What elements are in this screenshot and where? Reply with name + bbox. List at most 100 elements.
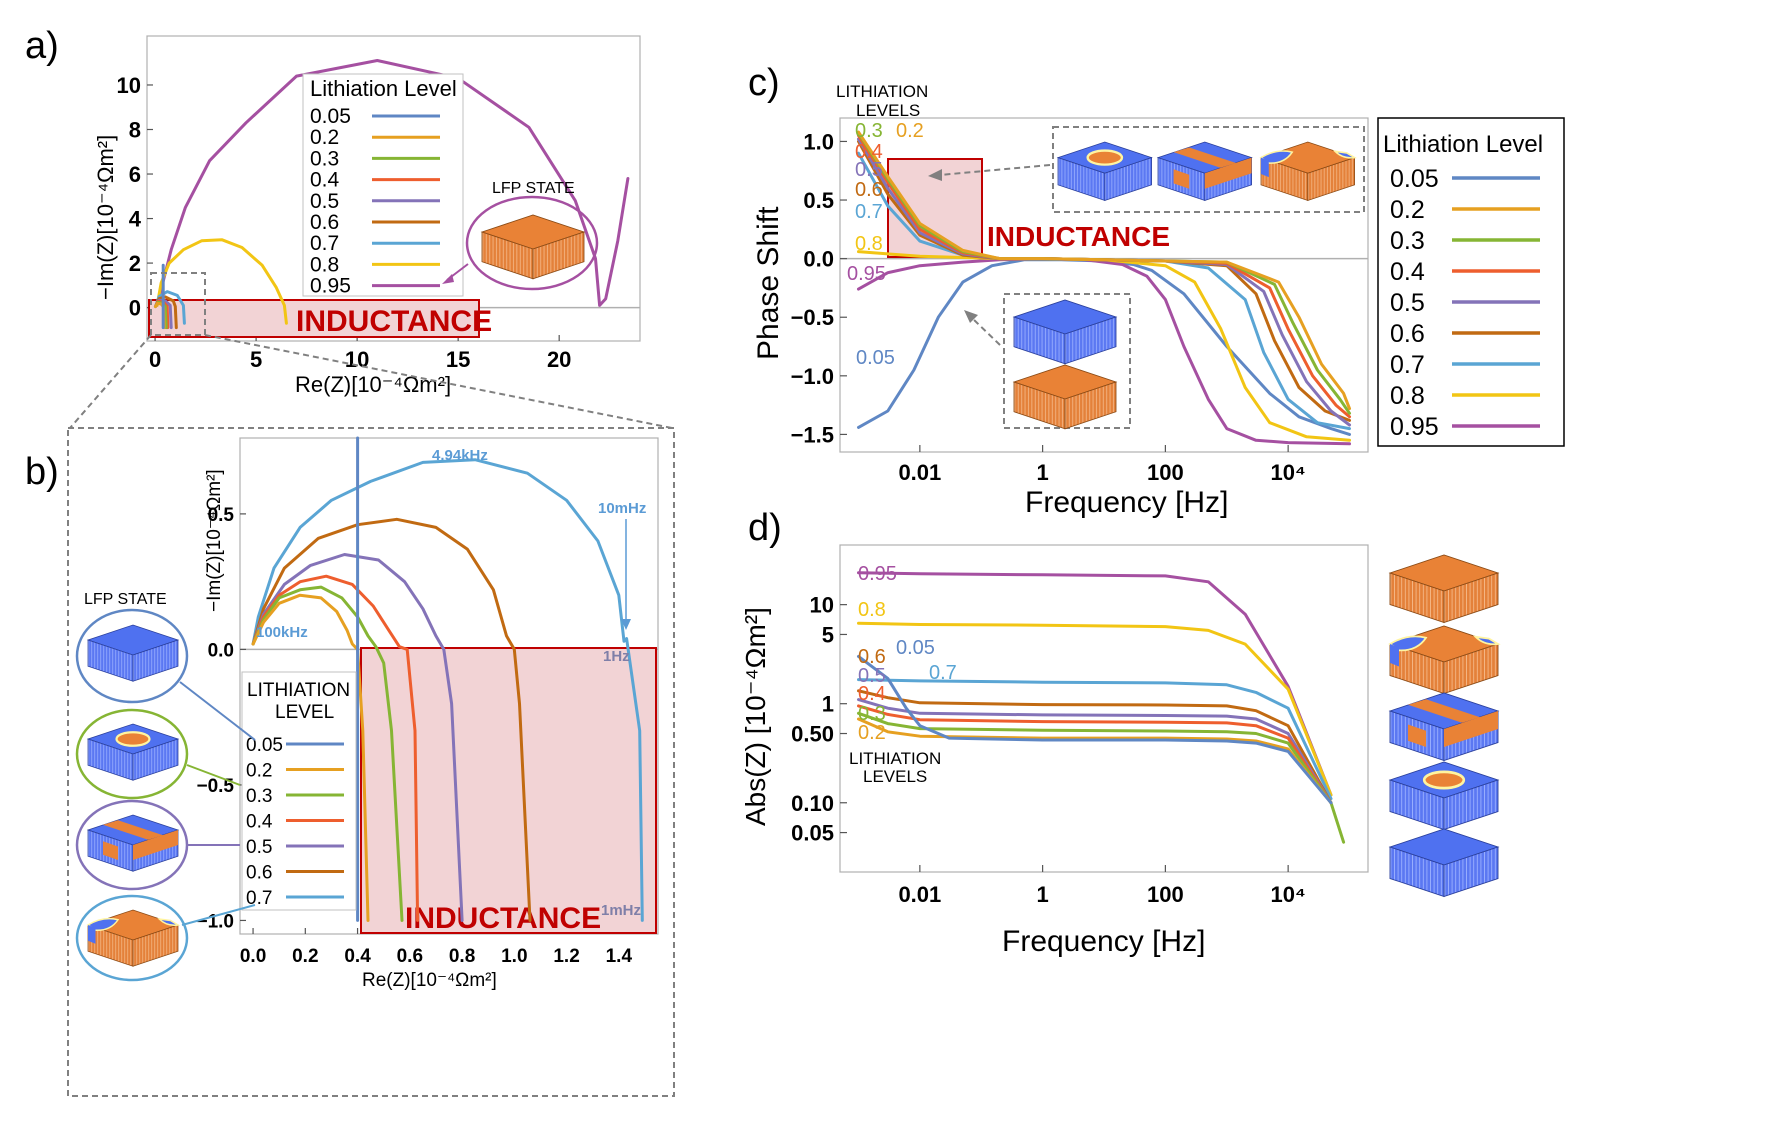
panel-c-inline-label-0.3: 0.3	[855, 120, 883, 142]
panel-a-zoom-box	[150, 272, 206, 336]
panel-c-legend-label-0.2: 0.2	[1390, 196, 1425, 224]
panel-c-x-tick-label: 1	[1036, 460, 1048, 485]
panel-c-legend-label-0.4: 0.4	[1390, 258, 1425, 286]
lfp-slab-icon	[1261, 142, 1355, 201]
panel-a-series-0.8	[155, 238, 288, 325]
panel-c-legend-label-0.05: 0.05	[1390, 165, 1439, 193]
panel-d-inline-label-0.7: 0.7	[929, 662, 957, 684]
lfp-pointer-0.3	[186, 764, 241, 786]
panel-b-lfp-state-insets: LFP STATE	[75, 591, 256, 982]
panel-d-y-axis-label: Abs(Z) [10⁻⁴Ωm²]	[740, 607, 771, 826]
panel-d-x-tick-label: 1	[1036, 882, 1048, 907]
panel-c-series-0.8	[857, 250, 1351, 442]
panel-d-y-tick-label: 0.50	[791, 722, 834, 747]
panel-a-legend-label-0.8: 0.8	[310, 253, 339, 276]
panel-b-legend-label-0.3: 0.3	[246, 786, 272, 807]
panel-a-legend-label-0.6: 0.6	[310, 211, 339, 234]
freq-label-1mhz: 1mHz	[601, 902, 641, 919]
panel-d-inline-label-0.5: 0.5	[858, 665, 886, 687]
panel-c-inline-label-0.8: 0.8	[855, 233, 883, 255]
panel-b-x-tick-label: 0.2	[292, 946, 318, 967]
panel-c-inline-label-0.5: 0.5	[855, 159, 883, 181]
panel-b-y-axis-label: −Im(Z)[10⁻⁴Ωm²]	[204, 469, 225, 612]
panel-c-legend-label-0.3: 0.3	[1390, 227, 1425, 255]
panel-d-series-0.2	[857, 717, 1333, 805]
panel-b-y-tick-label: −0.5	[196, 776, 234, 797]
panel-c-snapshot-arrow	[939, 164, 1051, 176]
panel-a-legend-label-0.95: 0.95	[310, 275, 351, 298]
panel-d-inline-label-0.2: 0.2	[858, 722, 886, 744]
panel-a-inductance-label: INDUCTANCE	[296, 305, 492, 338]
panel-d-inline-label-0.4: 0.4	[858, 683, 886, 705]
panel-b-x-tick-label: 0.8	[449, 946, 475, 967]
panel-b-inductance-label: INDUCTANCE	[405, 902, 601, 935]
panel-b-legend-label-0.6: 0.6	[246, 863, 272, 884]
lfp-circle-0.7	[75, 894, 189, 982]
panel-b-x-tick-label: 0.0	[240, 946, 266, 967]
panel-c-x-tick-label: 10⁴	[1270, 460, 1305, 485]
panel-d-x-axis-label: Frequency [Hz]	[1002, 925, 1205, 958]
panel-c-series-0.2	[857, 130, 1351, 411]
freq-label-100khz: 100kHz	[256, 624, 308, 641]
freq-label-4.94khz: 4.94kHz	[432, 447, 488, 464]
panel-b-legend-label-0.7: 0.7	[246, 888, 272, 909]
panel-a-y-tick-label: 10	[117, 73, 141, 98]
panel-a-legend-label-0.3: 0.3	[310, 147, 339, 170]
panel-c-y-tick-label: 0.0	[803, 247, 834, 272]
lfp-pointer-0.7	[181, 904, 256, 926]
panel-a-legend-label-0.4: 0.4	[310, 169, 340, 192]
panel-a-legend-frame	[302, 73, 464, 297]
panel-c-snapshot-arrow-bottom	[971, 317, 1001, 346]
panel-d-y-tick-label: 0.10	[791, 791, 834, 816]
panel-d-inline-title-line2: LEVELS	[863, 767, 927, 786]
panel-c-y-tick-label: −1.0	[791, 364, 834, 389]
panel-a-x-tick-label: 5	[250, 347, 262, 372]
lfp-slab-icon	[1390, 626, 1498, 694]
panel-c-legend: Lithiation Level 0.05 0.2 0.3 0.4 0.5 0.6 0.7 0…	[1377, 117, 1565, 447]
panel-a-x-tick-label: 15	[446, 347, 470, 372]
panel-d-axes: 0.01 1 100 10⁴ 10 5 1 0.50 0.10 0.05	[791, 593, 1306, 907]
panel-d-state-column	[1389, 554, 1499, 897]
panel-c-inline-label-0.95: 0.95	[847, 263, 886, 285]
panel-c-y-tick-label: −0.5	[791, 305, 834, 330]
panel-d-inline-label-0.6: 0.6	[858, 646, 886, 668]
panel-a-y-tick-label: 4	[129, 207, 142, 232]
panel-b-legend: LITHIATION LEVEL 0.05 0.2 0.3 0.4 0.5 0.6 0.7	[241, 671, 357, 911]
panel-c-series	[857, 130, 1351, 446]
panel-d-series-0.6	[857, 689, 1333, 805]
panel-c-inductance-label: INDUCTANCE	[987, 221, 1170, 252]
panel-b-dashed-frame	[67, 427, 675, 1097]
panel-a-x-axis-label: Re(Z)[10⁻⁴Ωm²]	[295, 372, 451, 397]
panel-c-x-tick-label: 100	[1147, 460, 1184, 485]
panel-c-y-tick-label: 1.0	[803, 129, 834, 154]
panel-b-x-tick-label: 1.4	[606, 946, 633, 967]
panel-a-legend-label-0.2: 0.2	[310, 126, 339, 149]
lfp-slab-icon	[1389, 828, 1499, 897]
panel-b-series-0.3	[251, 585, 404, 922]
panel-d-series-0.95	[857, 571, 1333, 797]
panel-c-legend-label-0.6: 0.6	[1390, 320, 1425, 348]
panel-d-inline-title-line1: LITHIATION	[849, 749, 941, 768]
panel-b-series-0.5	[251, 553, 464, 922]
panel-d-y-tick-label: 0.05	[791, 821, 834, 846]
panel-d-inline-labels: 0.95 0.8 0.05 0.7 0.60.50.40.30.2	[858, 563, 957, 744]
panel-d-series-0.3	[857, 711, 1346, 844]
freq-label-1hz: 1Hz	[603, 648, 630, 665]
panel-c-inline-label-0.2: 0.2	[896, 120, 924, 142]
lfp-pointer-0.05	[179, 681, 256, 741]
lfp-slab-icon	[88, 724, 178, 780]
panel-c-inline-label-0.4: 0.4	[855, 141, 883, 163]
panel-d-series	[857, 571, 1346, 844]
panel-b-series	[251, 436, 644, 922]
panel-d-y-tick-label: 5	[822, 622, 834, 647]
panel-a-legend-label-0.05: 0.05	[310, 105, 351, 128]
panel-c-inline-labels: 0.3 0.2 0.40.50.60.7 0.8 0.95 0.05	[847, 120, 924, 369]
panel-b-legend-title-line2: LEVEL	[275, 702, 334, 723]
lfp-slab-icon	[1013, 299, 1117, 365]
panel-c-snapshots-top	[928, 126, 1365, 213]
panel-label-d: d)	[748, 507, 782, 549]
panel-d-inline-label-0.3: 0.3	[858, 703, 886, 725]
panel-c-legend-frame	[1377, 117, 1565, 447]
panel-a-x-tick-label: 0	[149, 347, 161, 372]
lfp-slab-icon	[1389, 554, 1499, 623]
